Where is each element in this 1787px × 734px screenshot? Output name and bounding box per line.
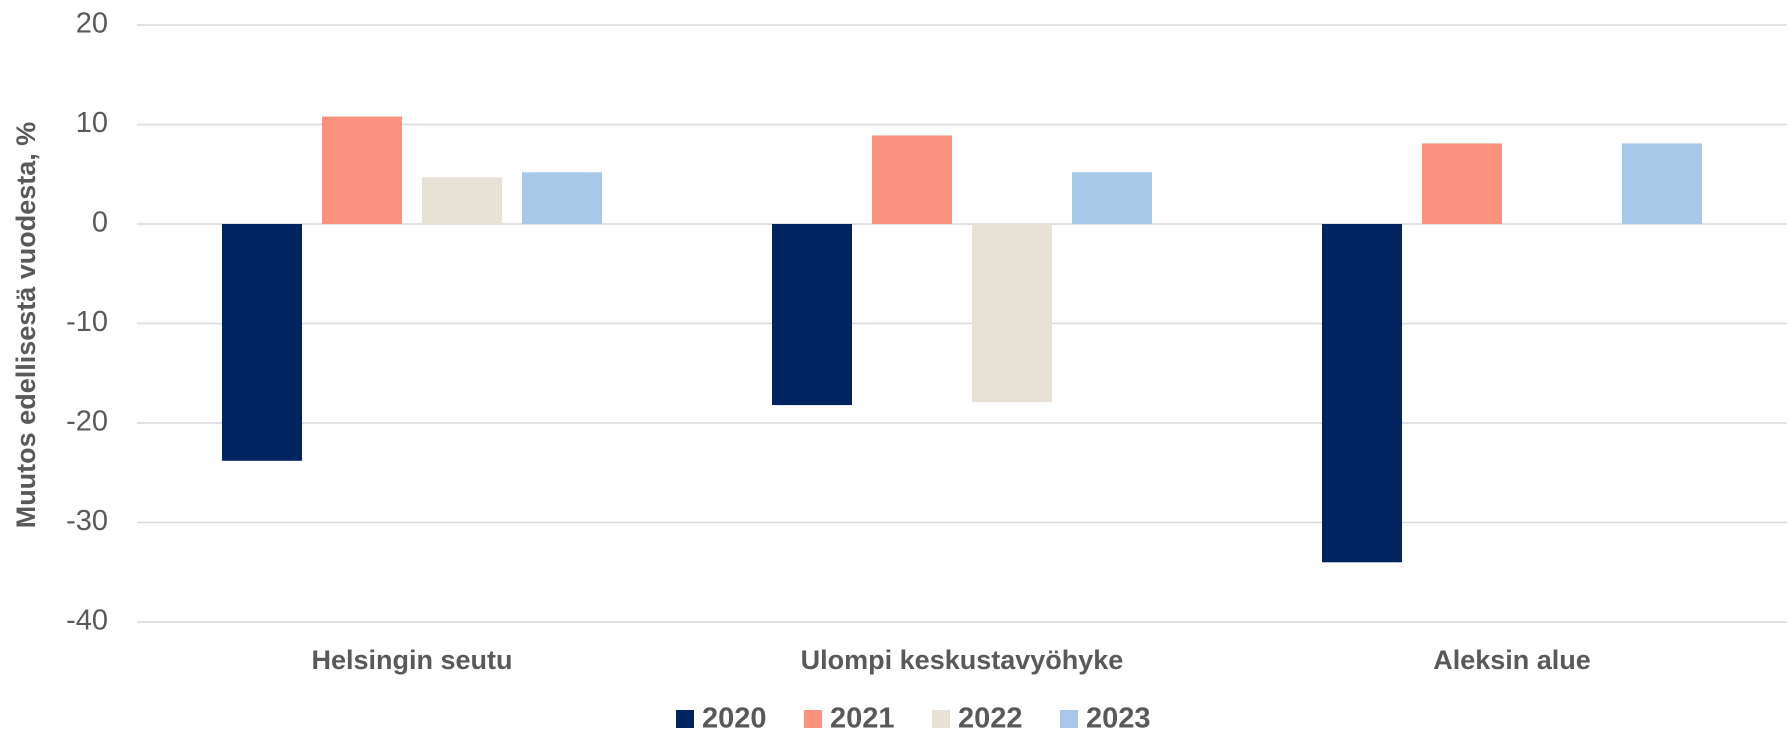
bar	[772, 224, 852, 406]
y-tick-label: -30	[66, 505, 108, 537]
y-tick-label: 20	[76, 8, 108, 40]
x-tick-label: Helsingin seutu	[311, 645, 512, 675]
y-tick-label: 0	[92, 207, 108, 239]
legend-swatch	[676, 710, 694, 728]
x-tick-label: Aleksin alue	[1433, 645, 1591, 675]
bar	[322, 116, 402, 224]
legend-label: 2022	[958, 703, 1023, 734]
bar	[1622, 143, 1702, 224]
bar	[1072, 172, 1152, 224]
x-tick-label: Ulompi keskustavyöhyke	[801, 645, 1124, 675]
y-tick-label: 10	[76, 107, 108, 139]
legend-swatch	[1060, 710, 1078, 728]
legend-label: 2023	[1086, 703, 1151, 734]
legend-swatch	[804, 710, 822, 728]
bar	[872, 135, 952, 224]
y-axis-title: Muutos edellisestä vuodesta, %	[11, 122, 41, 529]
bar	[222, 224, 302, 461]
y-tick-label: -20	[66, 406, 108, 438]
bar	[422, 177, 502, 224]
legend-swatch	[932, 710, 950, 728]
bar	[1422, 143, 1502, 224]
y-tick-label: -40	[66, 605, 108, 637]
legend-label: 2020	[702, 703, 767, 734]
legend-label: 2021	[830, 703, 895, 734]
bar	[522, 172, 602, 224]
bar	[1322, 224, 1402, 563]
bar	[972, 224, 1052, 403]
y-tick-label: -10	[66, 306, 108, 338]
